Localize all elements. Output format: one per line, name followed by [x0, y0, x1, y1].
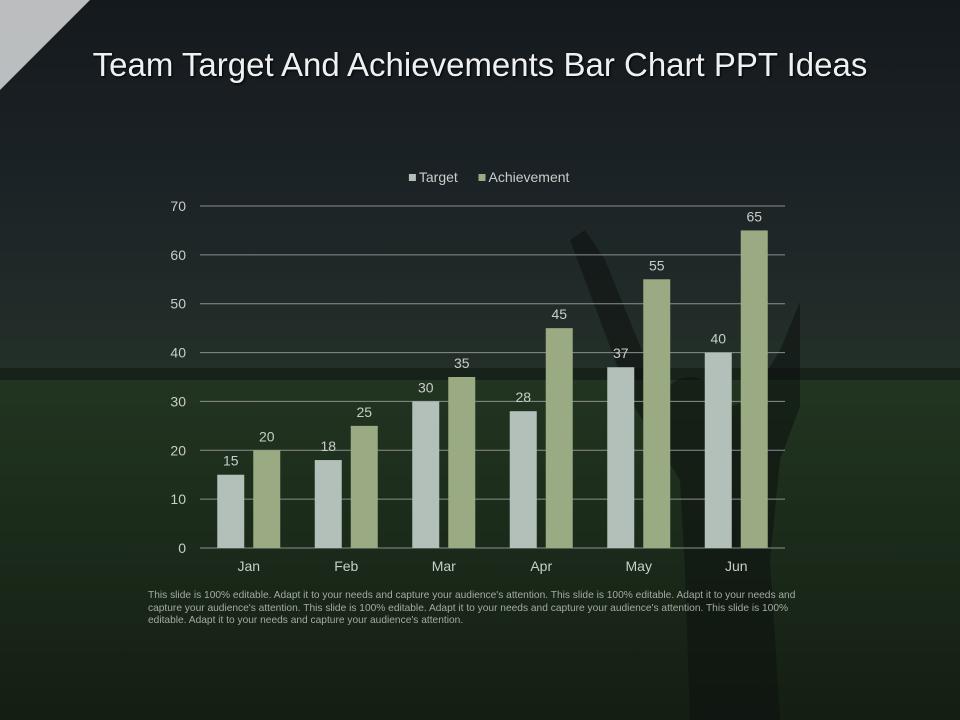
x-tick-label: Jan [237, 558, 260, 574]
bar-achievement-feb [350, 425, 378, 548]
data-label: 15 [223, 453, 239, 469]
bar-target-feb [314, 460, 342, 548]
x-tick-label: Feb [334, 558, 358, 574]
legend-swatch-target [408, 174, 416, 181]
bar-achievement-jan [253, 450, 281, 548]
data-label: 35 [454, 355, 470, 371]
x-tick-label: May [626, 558, 652, 574]
data-label: 30 [418, 379, 434, 395]
data-label: 45 [551, 306, 567, 322]
x-axis: Jan Feb Mar Apr May Jun [237, 558, 747, 574]
bar-achievement-jun [740, 230, 768, 548]
slide-title: Team Target And Achievements Bar Chart P… [92, 46, 868, 83]
data-label: 20 [259, 428, 275, 444]
bar-target-jun [704, 352, 732, 548]
bar-target-may [607, 367, 635, 548]
bar-achievement-mar [448, 377, 476, 548]
y-tick-label: 30 [170, 393, 186, 409]
data-label: 55 [649, 257, 665, 273]
data-label: 25 [356, 404, 372, 420]
bar-achievement-apr [545, 328, 573, 548]
bar-achievement-may [643, 279, 671, 548]
page-curl-decoration [0, 0, 90, 90]
y-tick-label: 60 [170, 247, 186, 263]
slide-footnote: This slide is 100% editable. Adapt it to… [148, 590, 796, 626]
chart-legend: Target Achievement [408, 169, 570, 185]
y-axis: 0 10 20 30 40 50 60 70 [170, 198, 186, 556]
data-label: 65 [746, 208, 762, 224]
y-tick-label: 20 [170, 442, 186, 458]
y-tick-label: 10 [170, 491, 186, 507]
y-tick-label: 0 [178, 540, 186, 556]
chart-bars: 15 20 18 25 30 35 28 45 37 55 40 65 [217, 208, 768, 548]
legend-label-achievement: Achievement [489, 169, 570, 185]
x-tick-label: Mar [432, 558, 456, 574]
y-tick-label: 50 [170, 296, 186, 312]
chart-gridlines [200, 205, 785, 549]
bar-target-apr [509, 411, 537, 548]
data-label: 18 [320, 438, 336, 454]
background-sky [0, 0, 960, 380]
y-tick-label: 40 [170, 345, 186, 361]
x-tick-label: Apr [530, 558, 552, 574]
data-label: 28 [515, 389, 531, 405]
y-tick-label: 70 [170, 198, 186, 214]
bar-target-jan [217, 474, 245, 548]
legend-label-target: Target [419, 169, 458, 185]
x-tick-label: Jun [725, 558, 748, 574]
data-label: 40 [710, 331, 726, 347]
legend-swatch-achievement [478, 174, 486, 181]
bar-target-mar [412, 401, 440, 548]
background-field [0, 380, 960, 720]
data-label: 37 [613, 345, 629, 361]
